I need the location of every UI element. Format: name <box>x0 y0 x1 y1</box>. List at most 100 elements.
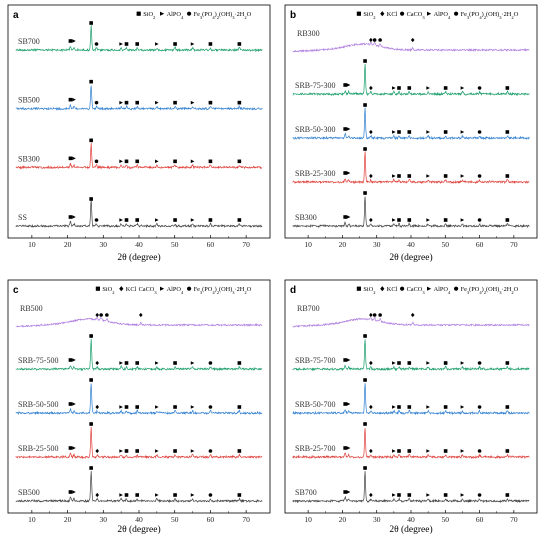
trace-SB500: SB500 <box>15 79 263 111</box>
phase-marker-circle <box>477 361 482 365</box>
trace-line <box>292 107 530 141</box>
phase-marker-triangle <box>426 449 430 453</box>
phase-marker-diamond <box>369 312 373 318</box>
panel-letter: c <box>13 285 19 296</box>
phase-marker-circle <box>477 174 482 178</box>
legend-entry: SiO2 <box>356 286 376 295</box>
trace-line <box>15 142 263 170</box>
phase-marker-triangle <box>119 100 123 105</box>
phase-marker-square <box>407 218 412 222</box>
phase-marker-triangle <box>346 358 351 362</box>
trace-line <box>292 151 530 185</box>
legend-entry: SiO2 <box>356 11 376 20</box>
x-tick-label: 40 <box>407 240 415 249</box>
legend-entry: Fe3(PO4)2(OH)3·2H2O <box>187 286 252 295</box>
phase-marker-square <box>173 42 177 46</box>
phase-marker-diamond <box>95 448 100 454</box>
phase-marker-triangle <box>392 493 396 497</box>
phase-marker-triangle <box>460 86 465 90</box>
legend-marker-diamond <box>380 286 385 292</box>
phase-marker-square <box>135 100 140 105</box>
phase-marker-triangle <box>119 449 123 453</box>
phase-marker-square <box>443 493 448 497</box>
phase-marker-diamond <box>410 312 415 318</box>
phase-marker-square <box>89 466 93 470</box>
phase-marker-circle <box>94 100 99 105</box>
legend-label: CaCO3 <box>139 286 158 295</box>
x-tick-label: 10 <box>304 515 312 524</box>
x-tick-label: 60 <box>207 240 215 249</box>
phase-marker-diamond <box>95 312 100 318</box>
legend-label: CaCO3 <box>407 286 426 295</box>
phase-marker-square <box>237 218 242 222</box>
legend-entry: CaCO3 <box>400 11 425 20</box>
x-tick-label: 20 <box>64 515 72 524</box>
x-tick-label: 70 <box>242 515 250 524</box>
legend-marker-triangle <box>160 286 165 291</box>
trace-SRB-75-300: SRB-75-300 <box>292 59 530 97</box>
x-tick-label: 60 <box>476 240 484 249</box>
x-tick-label: 30 <box>373 515 381 524</box>
legend-marker-square <box>95 286 100 291</box>
legend-entry: SiO2 <box>136 11 156 20</box>
phase-marker-square <box>443 449 448 453</box>
phase-marker-triangle <box>392 174 396 178</box>
panel-letter: d <box>290 285 296 296</box>
legend-entry: KCl <box>380 286 398 293</box>
trace-SB500: SB500 <box>15 466 263 504</box>
phase-marker-diamond <box>369 217 373 223</box>
phase-marker-square <box>135 405 140 409</box>
phase-marker-square <box>208 100 213 105</box>
phase-marker-triangle <box>155 405 159 409</box>
phase-marker-triangle <box>346 446 351 450</box>
phase-marker-triangle <box>190 361 195 365</box>
phase-marker-square <box>363 191 367 195</box>
trace-line <box>15 25 263 53</box>
legend-entry: CaCO3 <box>400 286 425 295</box>
phase-marker-triangle <box>392 86 396 90</box>
phase-marker-square <box>397 493 401 497</box>
phase-marker-square <box>505 218 510 222</box>
phase-marker-square <box>407 449 412 453</box>
legend-marker-diamond <box>119 286 124 292</box>
phase-marker-triangle <box>155 493 159 497</box>
phase-marker-triangle <box>346 83 351 87</box>
phase-marker-square <box>237 449 242 453</box>
phase-marker-triangle <box>392 449 396 453</box>
legend-marker-triangle <box>160 11 165 16</box>
phase-marker-square <box>135 449 140 453</box>
phase-marker-triangle <box>426 130 430 134</box>
phase-marker-square <box>124 361 129 365</box>
phase-marker-triangle <box>460 405 465 409</box>
trace-label: SRB-75-700 <box>295 356 335 365</box>
x-tick-label: 40 <box>135 240 143 249</box>
phase-marker-triangle <box>190 159 195 164</box>
phase-marker-triangle <box>460 493 465 497</box>
phase-marker-triangle <box>190 42 195 46</box>
phase-marker-square <box>443 361 448 365</box>
phase-marker-triangle <box>72 402 76 406</box>
phase-marker-square <box>124 42 129 46</box>
legend-marker-circle <box>400 11 405 16</box>
legend-marker-circle <box>454 11 459 16</box>
phase-marker-triangle <box>72 490 76 494</box>
x-axis-title: 2θ (degree) <box>389 252 432 263</box>
phase-marker-square <box>397 405 401 409</box>
x-tick-label: 20 <box>64 240 72 249</box>
trace-line <box>15 85 263 111</box>
trace-SRB-25-500: SRB-25-500 <box>15 422 263 460</box>
legend-label: SiO2 <box>363 286 376 295</box>
trace-line <box>15 426 263 460</box>
phase-marker-square <box>237 159 242 164</box>
legend-label: KCl <box>126 286 137 293</box>
phase-marker-square <box>135 361 140 365</box>
legend-label: Fe3(PO4)2(OH)3·2H2O <box>194 286 252 295</box>
phase-marker-square <box>208 218 213 222</box>
legend-marker-triangle <box>427 11 432 16</box>
phase-marker-circle <box>477 405 482 409</box>
phase-marker-square <box>68 39 73 43</box>
phase-marker-square <box>135 42 140 46</box>
x-axis-title: 2θ (degree) <box>117 252 160 263</box>
phase-marker-triangle <box>119 493 123 497</box>
legend-entry: AlPO4 <box>160 11 184 20</box>
